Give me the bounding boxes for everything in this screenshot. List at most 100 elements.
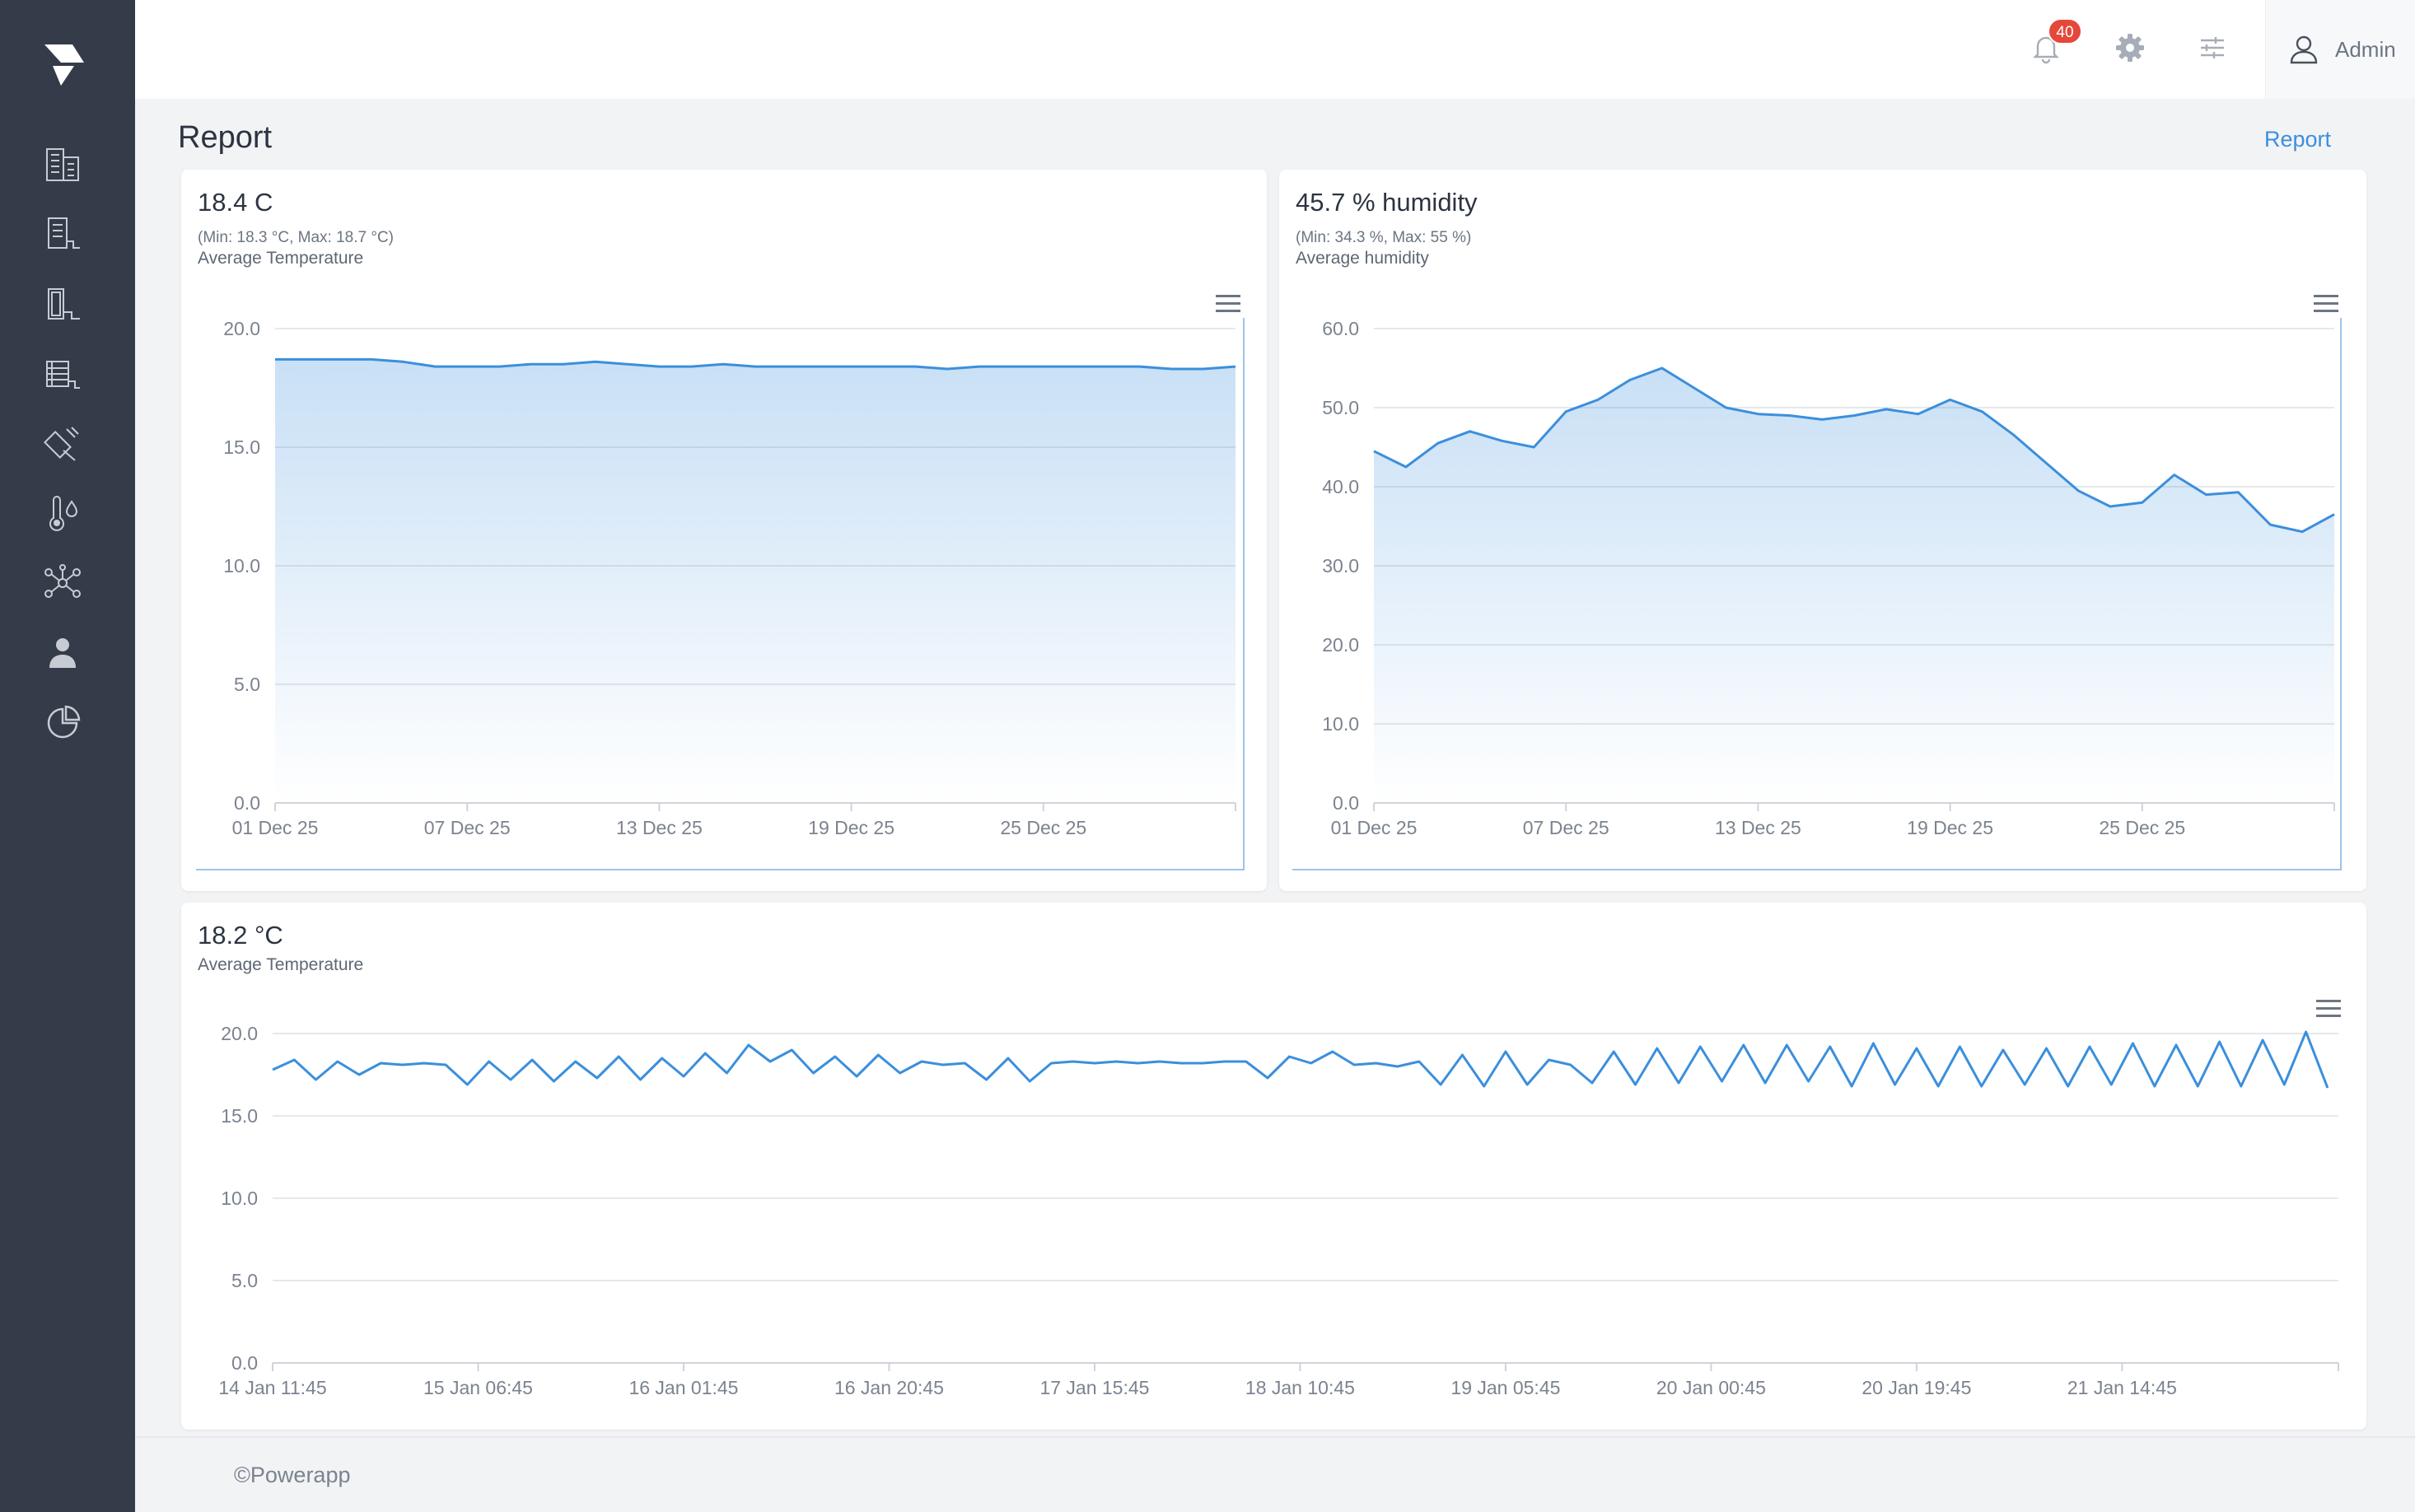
- series-line: [275, 357, 1236, 371]
- x-tick-label: 19 Dec 25: [1907, 817, 1993, 838]
- y-tick-label: 20.0: [1322, 634, 1359, 656]
- settings-button[interactable]: [2107, 25, 2153, 71]
- humidity-chart: 60.0 50.0 40.0 30.0 20.0 10.0 0.0 01 Dec 25 07 D…: [1292, 318, 2342, 870]
- temperature-value: 18.4 C: [198, 188, 273, 217]
- y-tick-label: 60.0: [1322, 318, 1359, 339]
- sidebar-item-sensors[interactable]: [36, 417, 89, 469]
- x-tick-label: 01 Dec 25: [232, 817, 319, 838]
- x-tick-label: 13 Dec 25: [616, 817, 703, 838]
- logo-icon: [44, 44, 84, 86]
- footer-brand: Powerapp: [250, 1463, 351, 1487]
- chart-menu-button[interactable]: [2316, 1000, 2341, 1020]
- x-tick-label: 15 Jan 06:45: [423, 1377, 533, 1398]
- sensor-icon: [44, 427, 79, 461]
- x-tick-label: 16 Jan 01:45: [628, 1377, 738, 1398]
- temperature-minmax: (Min: 18.3 °C, Max: 18.7 °C): [198, 229, 394, 246]
- user-menu[interactable]: Admin: [2265, 0, 2415, 99]
- x-tick-label: 18 Jan 10:45: [1245, 1377, 1355, 1398]
- pie-chart-icon: [47, 705, 81, 739]
- app-logo[interactable]: [41, 41, 87, 87]
- y-tick-label: 15.0: [221, 1105, 258, 1127]
- sidebar-item-reports[interactable]: [36, 697, 89, 749]
- y-tick-label: 0.0: [231, 1352, 258, 1374]
- x-tick-label: 13 Dec 25: [1715, 817, 1801, 838]
- y-tick-label: 30.0: [1322, 555, 1359, 576]
- footer: ©Powerapp: [135, 1436, 2415, 1512]
- temperature-detail-label: Average Temperature: [198, 955, 364, 974]
- menu-icon: [2316, 1000, 2341, 1002]
- x-tick-label: 20 Jan 19:45: [1861, 1377, 1971, 1398]
- thermometer-drop-icon: [49, 496, 78, 531]
- top-bar: [135, 0, 2415, 99]
- x-tick-label: 16 Jan 20:45: [834, 1377, 944, 1398]
- copyright-icon: ©: [234, 1463, 250, 1487]
- x-tick-label: 14 Jan 11:45: [218, 1377, 326, 1398]
- y-tick-label: 0.0: [234, 792, 260, 814]
- temperature-detail-card: 18.2 °C Average Temperature 20.0 15.0 10.0…: [181, 903, 2366, 1430]
- buildings-icon: [46, 148, 79, 181]
- racks-icon: [46, 361, 80, 389]
- series-area: [275, 359, 1236, 803]
- humidity-minmax: (Min: 34.3 %, Max: 55 %): [1296, 229, 1472, 246]
- x-tick-label: 07 Dec 25: [1523, 817, 1609, 838]
- sidebar-item-racks[interactable]: [36, 348, 89, 400]
- x-tick-label: 25 Dec 25: [1000, 817, 1086, 838]
- chart-menu-button[interactable]: [2314, 295, 2338, 315]
- menu-icon: [1216, 295, 1240, 297]
- network-icon: [44, 564, 81, 598]
- y-tick-label: 10.0: [1322, 713, 1359, 735]
- series-area: [1374, 368, 2334, 803]
- footer-text: ©Powerapp: [234, 1463, 351, 1488]
- chart-menu-button[interactable]: [1216, 295, 1240, 315]
- y-tick-label: 20.0: [223, 318, 260, 339]
- y-tick-label: 20.0: [221, 1023, 258, 1044]
- breadcrumb[interactable]: Report: [2263, 127, 2331, 152]
- temperature-chart: 20.0 15.0 10.0 5.0 0.0 01 Dec 25 07 Dec 25 13 D…: [196, 318, 1245, 870]
- room-icon: [48, 288, 80, 320]
- x-tick-label: 25 Dec 25: [2099, 817, 2185, 838]
- sliders-icon: [2201, 37, 2224, 58]
- users-icon: [49, 638, 76, 668]
- y-tick-label: 10.0: [221, 1188, 258, 1209]
- x-tick-label: 19 Jan 05:45: [1450, 1377, 1560, 1398]
- x-tick-label: 17 Jan 15:45: [1039, 1377, 1149, 1398]
- y-tick-label: 5.0: [234, 674, 260, 695]
- series-line: [272, 1030, 2329, 1089]
- x-tick-label: 20 Jan 00:45: [1656, 1377, 1766, 1398]
- sidebar-item-rooms[interactable]: [36, 278, 89, 331]
- humidity-card: 45.7 % humidity (Min: 34.3 %, Max: 55 %)…: [1279, 170, 2366, 891]
- page-title: Report: [178, 120, 273, 155]
- sidebar: [0, 0, 135, 1512]
- y-tick-label: 5.0: [231, 1270, 258, 1291]
- y-tick-label: 40.0: [1322, 476, 1359, 497]
- x-tick-label: 07 Dec 25: [424, 817, 511, 838]
- sidebar-item-users[interactable]: [36, 628, 89, 680]
- humidity-label: Average humidity: [1296, 249, 1429, 268]
- chart-frame: [1292, 318, 2342, 870]
- temperature-detail-chart: 20.0 15.0 10.0 5.0 0.0 14 Jan 11:45 15 Jan 06:…: [218, 1023, 2339, 1398]
- humidity-value: 45.7 % humidity: [1296, 188, 1478, 217]
- floor-icon: [48, 217, 80, 249]
- x-tick-label: 01 Dec 25: [1331, 817, 1418, 838]
- y-tick-label: 10.0: [223, 555, 260, 576]
- sidebar-item-climate[interactable]: [36, 488, 89, 540]
- temperature-card: 18.4 C (Min: 18.3 °C, Max: 18.7 °C) Aver…: [181, 170, 1267, 891]
- temperature-label: Average Temperature: [198, 249, 364, 268]
- y-tick-label: 50.0: [1322, 397, 1359, 418]
- series-line: [1373, 366, 2335, 534]
- filters-button[interactable]: [2189, 25, 2235, 71]
- user-name: Admin: [2335, 36, 2396, 62]
- notifications-badge: 40: [2048, 18, 2082, 44]
- temperature-detail-value: 18.2 °C: [198, 921, 283, 950]
- sidebar-item-floors[interactable]: [36, 208, 89, 260]
- chart-frame: [196, 318, 1245, 870]
- user-icon: [2290, 35, 2318, 64]
- x-tick-label: 19 Dec 25: [808, 817, 895, 838]
- y-tick-label: 15.0: [223, 436, 260, 458]
- gear-icon: [2116, 34, 2144, 62]
- sidebar-item-network[interactable]: [36, 557, 89, 609]
- sidebar-item-buildings[interactable]: [36, 138, 89, 191]
- menu-icon: [2314, 295, 2338, 297]
- x-tick-label: 21 Jan 14:45: [2067, 1377, 2177, 1398]
- y-tick-label: 0.0: [1333, 792, 1359, 814]
